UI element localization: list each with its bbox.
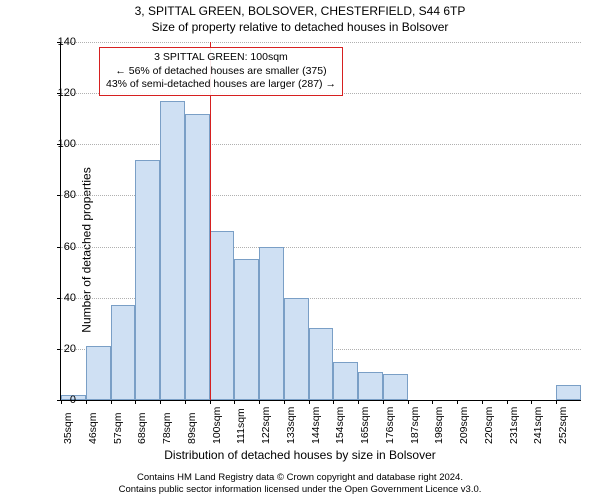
xtick-mark (432, 400, 433, 404)
chart-container: 3, SPITTAL GREEN, BOLSOVER, CHESTERFIELD… (0, 0, 600, 500)
xtick-mark (482, 400, 483, 404)
ytick-label: 20 (46, 343, 76, 355)
x-axis-label: Distribution of detached houses by size … (0, 448, 600, 462)
xtick-mark (210, 400, 211, 404)
xtick-mark (111, 400, 112, 404)
xtick-label: 241sqm (532, 407, 544, 444)
xtick-mark (507, 400, 508, 404)
ytick-label: 140 (46, 36, 76, 48)
bar (284, 298, 309, 400)
ytick-label: 100 (46, 138, 76, 150)
gridline (61, 42, 581, 43)
xtick-label: 220sqm (483, 407, 495, 444)
xtick-mark (309, 400, 310, 404)
xtick-label: 252sqm (557, 407, 569, 444)
xtick-label: 231sqm (508, 407, 520, 444)
xtick-label: 68sqm (136, 412, 148, 444)
ytick-label: 80 (46, 189, 76, 201)
xtick-mark (135, 400, 136, 404)
xtick-label: 57sqm (112, 412, 124, 444)
xtick-mark (259, 400, 260, 404)
bar (160, 101, 185, 400)
xtick-mark (284, 400, 285, 404)
xtick-label: 35sqm (62, 412, 74, 444)
xtick-label: 176sqm (384, 407, 396, 444)
chart-title-sub: Size of property relative to detached ho… (0, 20, 600, 34)
ytick-label: 120 (46, 87, 76, 99)
xtick-mark (234, 400, 235, 404)
bar (556, 385, 581, 400)
xtick-label: 100sqm (211, 407, 223, 444)
xtick-mark (457, 400, 458, 404)
footer-line1: Contains HM Land Registry data © Crown c… (0, 472, 600, 484)
xtick-label: 154sqm (334, 407, 346, 444)
xtick-label: 89sqm (186, 412, 198, 444)
info-box: 3 SPITTAL GREEN: 100sqm← 56% of detached… (99, 47, 343, 96)
info-line: 43% of semi-detached houses are larger (… (106, 78, 336, 92)
xtick-mark (333, 400, 334, 404)
footer-line2: Contains public sector information licen… (0, 484, 600, 496)
xtick-mark (358, 400, 359, 404)
xtick-mark (408, 400, 409, 404)
xtick-label: 78sqm (161, 412, 173, 444)
xtick-mark (185, 400, 186, 404)
xtick-label: 133sqm (285, 407, 297, 444)
xtick-label: 111sqm (235, 408, 247, 444)
ytick-label: 60 (46, 241, 76, 253)
bar (259, 247, 284, 400)
gridline (61, 144, 581, 145)
xtick-label: 122sqm (260, 407, 272, 444)
xtick-label: 187sqm (409, 407, 421, 444)
xtick-label: 209sqm (458, 407, 470, 444)
info-line: 3 SPITTAL GREEN: 100sqm (106, 51, 336, 65)
bar (185, 114, 210, 400)
chart-title-main: 3, SPITTAL GREEN, BOLSOVER, CHESTERFIELD… (0, 4, 600, 18)
plot-area: 3 SPITTAL GREEN: 100sqm← 56% of detached… (60, 42, 581, 401)
bar (135, 160, 160, 400)
xtick-mark (86, 400, 87, 404)
bar (210, 231, 235, 400)
xtick-label: 198sqm (433, 407, 445, 444)
xtick-mark (383, 400, 384, 404)
bar (358, 372, 383, 400)
info-line: ← 56% of detached houses are smaller (37… (106, 65, 336, 79)
bar (234, 259, 259, 400)
bar (309, 328, 334, 400)
ytick-label: 40 (46, 292, 76, 304)
xtick-mark (556, 400, 557, 404)
ytick-label: 0 (46, 394, 76, 406)
bar (383, 374, 408, 400)
bar (333, 362, 358, 400)
xtick-label: 144sqm (310, 407, 322, 444)
bar (86, 346, 111, 400)
xtick-label: 46sqm (87, 412, 99, 444)
xtick-mark (160, 400, 161, 404)
xtick-mark (531, 400, 532, 404)
footer-attribution: Contains HM Land Registry data © Crown c… (0, 472, 600, 496)
bar (111, 305, 136, 400)
xtick-label: 165sqm (359, 407, 371, 444)
